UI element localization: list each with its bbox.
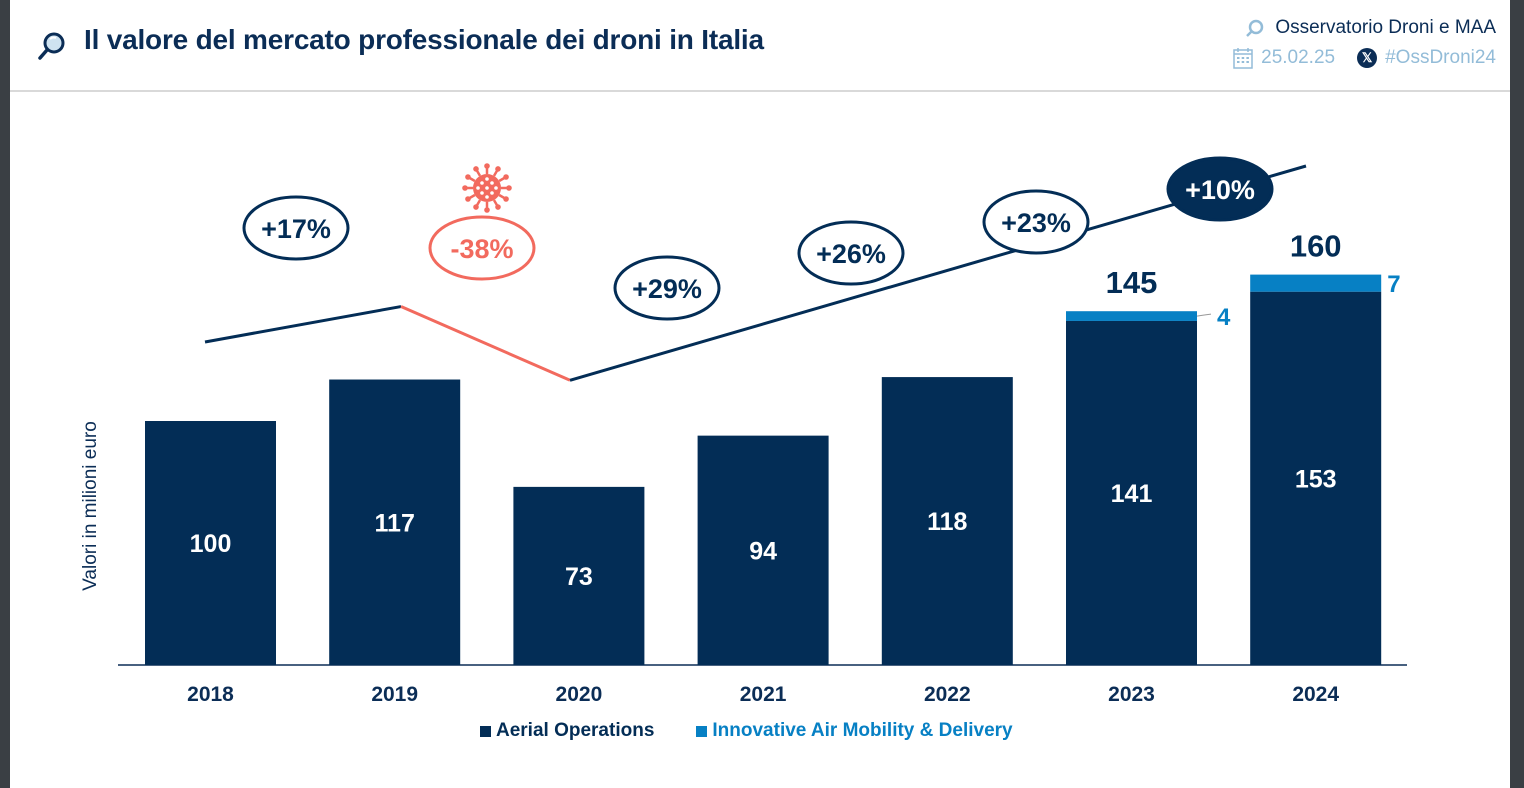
x-tick-label: 2018 xyxy=(187,683,234,706)
x-tick-label: 2024 xyxy=(1292,683,1339,706)
organization: Osservatorio Droni e MAA xyxy=(1245,17,1496,39)
growth-badge xyxy=(242,195,350,261)
x-tick-label: 2021 xyxy=(740,683,787,706)
bar-aerial-operations xyxy=(1066,320,1197,665)
legend-swatch xyxy=(696,725,708,737)
legend-item-aerial-operations: Aerial Operations xyxy=(480,720,654,742)
trend-line-segment-covid xyxy=(400,305,571,382)
bar-aerial-operations xyxy=(513,486,645,665)
trend-line-segment xyxy=(204,305,402,344)
x-tick-label: 2023 xyxy=(1108,683,1155,706)
bar-innovative-air-mobility xyxy=(1066,311,1197,321)
chart: 100 2018 117 2019 73 2020 94 2021 118 2022 141 4 145… xyxy=(118,156,1407,706)
legend-swatch xyxy=(480,725,491,737)
growth-label: +23% xyxy=(1001,208,1071,238)
x-tick-label: 2022 xyxy=(924,683,971,706)
bar-value-label: 141 xyxy=(1111,480,1153,508)
x-tick-label: 2019 xyxy=(371,683,418,706)
growth-label: +29% xyxy=(632,274,702,304)
slide: Il valore del mercato professionale dei … xyxy=(10,0,1510,788)
x-tick-label: 2020 xyxy=(556,683,603,706)
segment-value-label: 7 xyxy=(1387,271,1400,298)
bar-aerial-operations xyxy=(329,379,461,665)
legend-label: Innovative Air Mobility & Delivery xyxy=(712,720,1013,741)
bar-value-label: 73 xyxy=(565,563,593,591)
growth-badge xyxy=(797,220,905,286)
bar-aerial-operations xyxy=(697,435,829,665)
x-logo-icon[interactable]: 𝕏 xyxy=(1357,48,1378,68)
date: 25.02.25 xyxy=(1261,47,1336,68)
bar-innovative-air-mobility xyxy=(1250,274,1382,292)
bar-value-label: 153 xyxy=(1295,465,1337,493)
bar-aerial-operations xyxy=(881,377,1013,665)
bar-aerial-operations xyxy=(145,421,276,665)
bar-value-label: 100 xyxy=(190,530,232,558)
growth-badge xyxy=(1166,156,1274,222)
legend-label: Aerial Operations xyxy=(496,720,655,741)
organization-name: Osservatorio Droni e MAA xyxy=(1275,17,1496,38)
hashtag-link[interactable]: #OssDroni24 xyxy=(1385,47,1496,68)
total-value-label: 160 xyxy=(1290,229,1342,264)
bar-value-label: 94 xyxy=(749,537,777,565)
growth-label: +26% xyxy=(816,239,886,269)
legend: Aerial Operations Innovative Air Mobilit… xyxy=(480,720,1013,742)
total-value-label: 145 xyxy=(1106,265,1158,300)
bar-aerial-operations xyxy=(1250,291,1382,665)
bar-value-label: 118 xyxy=(927,508,967,536)
calendar-icon xyxy=(1233,48,1253,69)
page-title: Il valore del mercato professionale dei … xyxy=(84,24,764,55)
y-axis-label: Valori in milioni euro xyxy=(80,421,101,591)
virus-icon xyxy=(462,163,512,213)
meta-info: 25.02.25 𝕏 #OssDroni24 xyxy=(1233,47,1496,69)
growth-badge xyxy=(428,215,536,281)
growth-badge xyxy=(613,255,721,321)
growth-label: +17% xyxy=(261,214,331,244)
growth-badge xyxy=(982,189,1090,255)
growth-label: +10% xyxy=(1185,175,1255,205)
leader-line xyxy=(1196,313,1212,317)
magnifier-small-icon xyxy=(1246,19,1264,37)
growth-label: -38% xyxy=(450,234,513,264)
bar-value-label: 117 xyxy=(375,509,415,537)
header: Il valore del mercato professionale dei … xyxy=(10,0,1510,92)
legend-item-innovative-air-mobility: Innovative Air Mobility & Delivery xyxy=(696,720,1013,742)
magnifier-icon xyxy=(38,32,65,60)
segment-value-label: 4 xyxy=(1217,304,1231,331)
